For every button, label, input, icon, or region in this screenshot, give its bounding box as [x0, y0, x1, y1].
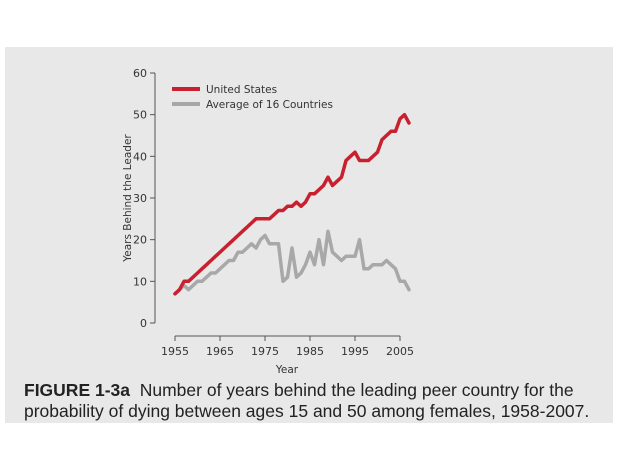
series-layer — [173, 112, 411, 296]
x-tick-label: 1985 — [296, 345, 324, 358]
x-tick-label: 1995 — [341, 345, 369, 358]
legend: United States Average of 16 Countries — [172, 84, 333, 111]
y-tick-label: 0 — [140, 317, 147, 330]
caption-text: Number of years behind the leading peer … — [24, 380, 590, 421]
y-axis: 0 10 20 30 40 50 60 — [133, 67, 156, 330]
legend-label-average: Average of 16 Countries — [206, 99, 333, 111]
figure-caption: FIGURE 1-3a Number of years behind the l… — [24, 380, 609, 422]
y-tick-label: 10 — [133, 275, 147, 288]
x-tick-label: 1955 — [161, 345, 189, 358]
y-tick-label: 30 — [133, 192, 147, 205]
x-tick-label: 1975 — [251, 345, 279, 358]
x-axis-title: Year — [275, 364, 299, 376]
y-tick-label: 50 — [133, 109, 147, 122]
series-line-average-of-16-countries — [173, 229, 411, 296]
x-tick-label: 2005 — [386, 345, 414, 358]
y-axis-title: Years Behind the Leader — [122, 134, 134, 263]
y-tick-label: 60 — [133, 67, 147, 80]
y-tick-label: 20 — [133, 234, 147, 247]
figure-panel — [5, 47, 613, 423]
figure-label: FIGURE 1-3a — [24, 380, 130, 400]
series-line-united-states — [173, 112, 411, 296]
x-axis: 1955 1965 1975 1985 1995 2005 — [161, 335, 414, 358]
y-tick-label: 40 — [133, 150, 147, 163]
x-tick-label: 1965 — [206, 345, 234, 358]
legend-label-united-states: United States — [206, 84, 277, 96]
